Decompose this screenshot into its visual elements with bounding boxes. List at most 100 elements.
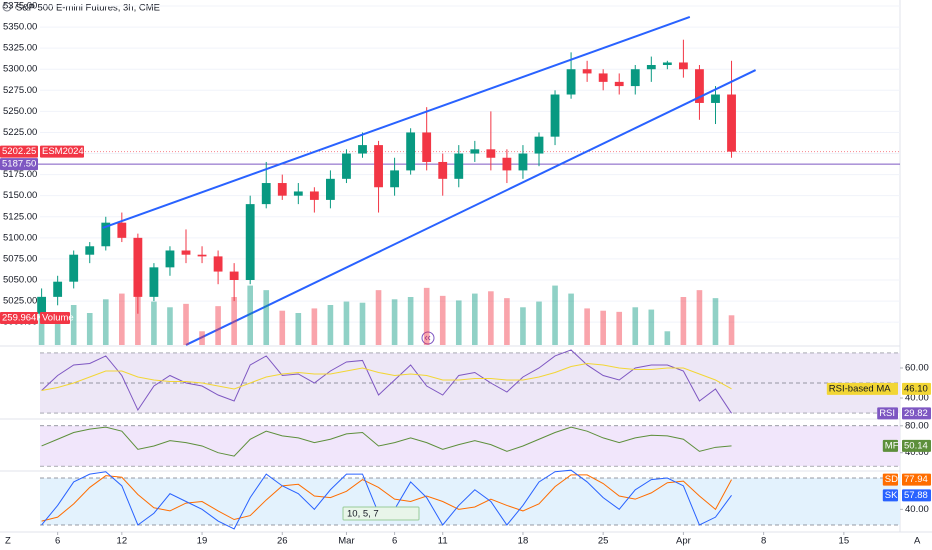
candle-body xyxy=(598,73,608,82)
candle-body xyxy=(695,69,704,103)
x-tick-label: 15 xyxy=(839,536,850,547)
volume-bar xyxy=(552,285,558,345)
indicator-line xyxy=(41,474,732,522)
candle-body xyxy=(53,281,63,297)
candle-body xyxy=(630,69,640,87)
series-name-tag: RSI-based MA xyxy=(829,383,891,394)
candle-body xyxy=(261,183,271,205)
series-value-label: 46.10 xyxy=(904,383,928,394)
band-fill xyxy=(40,478,900,525)
volume-bar xyxy=(247,285,253,345)
y-tick-label: 5375.00 xyxy=(3,1,37,12)
y-tick-label: 5325.00 xyxy=(3,43,37,54)
x-tick-label: 12 xyxy=(117,536,128,547)
series-value-label: 29.82 xyxy=(904,408,928,419)
y-tick-label: 60.00 xyxy=(905,362,929,373)
x-tick-label: 6 xyxy=(392,536,397,547)
trend-line xyxy=(185,69,757,346)
volume-bar xyxy=(375,290,382,345)
candle-body xyxy=(325,178,335,200)
indicator-line xyxy=(41,349,732,414)
volume-bar xyxy=(327,305,334,345)
series-name-tag-bg xyxy=(882,473,898,486)
volume-bar xyxy=(263,290,270,345)
candle-body xyxy=(534,136,544,154)
y-tick-label: 80.00 xyxy=(905,420,929,431)
candle-body xyxy=(614,81,624,87)
y-tick-label: 5225.00 xyxy=(3,127,37,138)
series-name-tag: MF xyxy=(885,440,899,451)
y-tick-label: 5275.00 xyxy=(3,85,37,96)
series-name-tag: SD xyxy=(885,474,898,485)
volume-bar xyxy=(520,307,526,345)
volume-bar xyxy=(359,302,366,345)
series-value-label-bg xyxy=(902,473,931,486)
volume-bar xyxy=(102,299,109,345)
auto-scale-icon[interactable]: A xyxy=(914,536,921,547)
candle-body xyxy=(374,145,383,188)
volume-bar xyxy=(54,316,61,345)
candle-body xyxy=(454,153,464,179)
candle-body xyxy=(37,296,47,314)
volume-bar xyxy=(151,301,157,345)
candle-body xyxy=(470,149,480,154)
x-tick-label: 25 xyxy=(598,536,609,547)
candle-body xyxy=(727,94,736,152)
volume-bar xyxy=(70,305,77,345)
candle-body xyxy=(133,237,143,297)
x-tick-label: 26 xyxy=(277,536,288,547)
volume-bar xyxy=(488,291,494,345)
candle-body xyxy=(678,62,688,70)
zoom-icon[interactable]: Z xyxy=(5,536,11,547)
candle-body xyxy=(229,271,239,280)
candle-body xyxy=(566,69,576,95)
candle-body xyxy=(309,191,319,200)
series-value-label-bg xyxy=(902,382,931,395)
volume-legend: Volume xyxy=(42,313,74,324)
x-tick-label: 18 xyxy=(518,536,529,547)
chart-title: S&P 500 E-mini Futures, 3h, CME xyxy=(16,3,160,14)
volume-bar xyxy=(439,295,446,345)
volume-bar xyxy=(407,297,414,345)
volume-bar xyxy=(135,282,141,345)
candle-body xyxy=(502,157,512,171)
volume-bar xyxy=(183,303,189,345)
candle-body xyxy=(101,222,111,247)
candle-body xyxy=(646,65,656,70)
volume-bar xyxy=(664,331,671,345)
series-name-tag: SK xyxy=(885,490,898,501)
volume-bar xyxy=(632,307,639,345)
candle-body xyxy=(165,250,175,268)
volume-bar xyxy=(728,315,735,345)
candle-body xyxy=(711,94,720,103)
candle-body xyxy=(213,256,223,272)
candle-body xyxy=(486,149,496,158)
candle-body xyxy=(358,145,367,154)
inputs-label: 10, 5, 7 xyxy=(347,509,379,520)
y-tick-label: 5300.00 xyxy=(3,64,37,75)
candle-body xyxy=(277,183,287,196)
candle-body xyxy=(117,222,127,238)
candle-body xyxy=(662,62,672,66)
candle-body xyxy=(245,204,255,280)
volume-bar xyxy=(38,310,45,345)
y-tick-label: 40.00 xyxy=(905,504,929,515)
candle-body xyxy=(293,191,303,196)
y-tick-label: 5100.00 xyxy=(3,232,37,243)
x-tick-label: 11 xyxy=(438,536,448,547)
series-name-tag-bg xyxy=(882,489,898,502)
volume-bar xyxy=(696,290,703,345)
volume-value-label: 259.964K xyxy=(2,313,43,324)
candle-body xyxy=(85,246,95,255)
volume-bar xyxy=(504,298,510,345)
candle-body xyxy=(342,153,351,179)
y-tick-label: 40.00 xyxy=(905,393,929,404)
x-tick-label: 19 xyxy=(197,536,208,547)
volume-bar xyxy=(199,331,205,345)
symbol-tag-bg xyxy=(40,145,84,158)
horizontal-line-label-bg xyxy=(0,158,38,171)
volume-bar xyxy=(648,309,655,345)
series-value-label-bg xyxy=(902,489,931,502)
candle-body xyxy=(422,132,432,162)
volume-bar xyxy=(712,298,719,345)
